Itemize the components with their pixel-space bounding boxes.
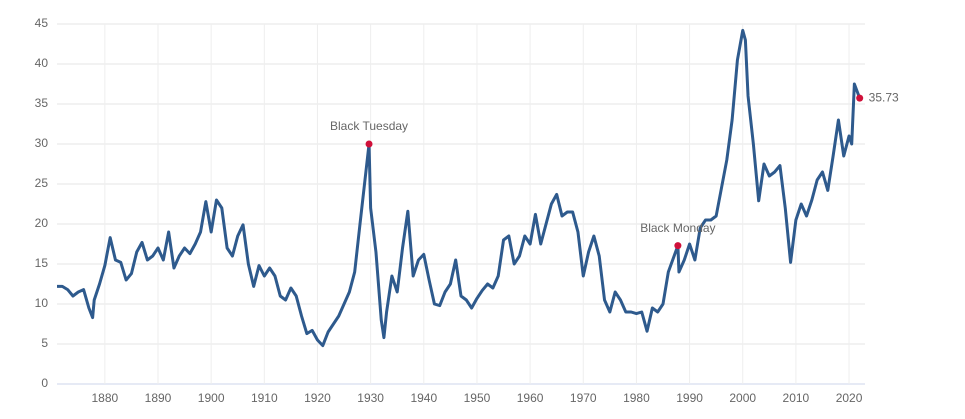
annotation-marker (674, 242, 682, 250)
annotation-value: 35.73 (869, 90, 899, 104)
x-tick-label: 1960 (517, 391, 544, 405)
annotation-label: Black Tuesday (330, 119, 408, 133)
x-tick-label: 1920 (304, 391, 331, 405)
x-tick-label: 2000 (729, 391, 756, 405)
y-tick-label: 40 (35, 56, 49, 70)
x-tick-label: 2020 (836, 391, 863, 405)
line-series (57, 28, 862, 348)
y-tick-label: 30 (35, 136, 49, 150)
x-tick-label: 1990 (676, 391, 703, 405)
x-tick-label: 1940 (410, 391, 437, 405)
y-tick-label: 0 (41, 376, 48, 390)
y-tick-label: 35 (35, 96, 49, 110)
y-tick-label: 15 (35, 256, 49, 270)
x-tick-label: 1880 (91, 391, 118, 405)
y-tick-label: 45 (35, 16, 49, 30)
x-tick-label: 1950 (464, 391, 491, 405)
x-tick-label: 2010 (783, 391, 810, 405)
x-tick-label: 1910 (251, 391, 278, 405)
annotation-label: Black Monday (640, 221, 715, 235)
annotation-marker (856, 94, 864, 102)
x-tick-label: 1970 (570, 391, 597, 405)
x-tick-label: 1980 (623, 391, 650, 405)
x-tick-label: 1900 (198, 391, 225, 405)
x-tick-label: 1930 (357, 391, 384, 405)
y-tick-label: 10 (35, 296, 49, 310)
annotation-marker (365, 140, 373, 148)
y-tick-label: 20 (35, 216, 49, 230)
y-tick-label: 5 (41, 336, 48, 350)
x-tick-label: 1890 (145, 391, 172, 405)
y-tick-label: 25 (35, 176, 49, 190)
